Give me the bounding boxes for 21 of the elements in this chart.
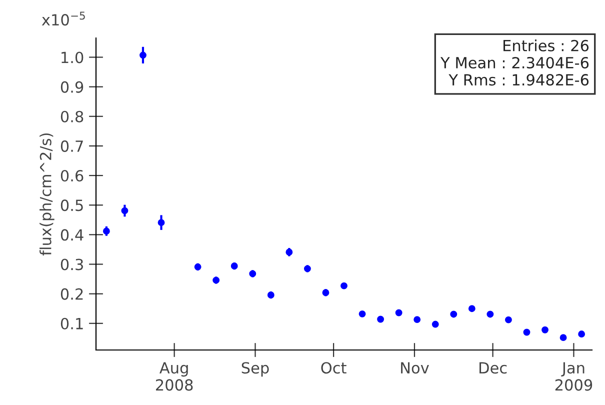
y-tick-label: 0.7 bbox=[60, 140, 83, 152]
x-tick-label: Sep bbox=[242, 362, 269, 377]
y-tick-label: 0.4 bbox=[60, 229, 84, 241]
y-tick-label: 0.2 bbox=[60, 288, 83, 300]
y-tick-label: 0.1 bbox=[60, 318, 83, 330]
x-tick-label: Aug 2008 bbox=[156, 362, 193, 391]
y-tick-label: 0.8 bbox=[60, 110, 84, 122]
x-tick-label: Dec bbox=[480, 362, 507, 374]
y-axis-title: flux(ph/cm^2/s) bbox=[40, 133, 54, 256]
y-tick-label: 0.6 bbox=[60, 170, 84, 182]
y-tick-label: 0.9 bbox=[60, 81, 84, 93]
x-tick-label: Jan 2009 bbox=[555, 362, 592, 391]
y-tick-label: 0.5 bbox=[60, 200, 83, 212]
x-tick-label: Nov bbox=[401, 362, 429, 374]
annotation: Y Mean : 2.3404E-6 bbox=[440, 56, 589, 68]
y-tick-label: 1.0 bbox=[62, 52, 84, 64]
annotation: Y Rms : 1.9482E-6 bbox=[448, 74, 589, 86]
x-tick-label: Oct bbox=[321, 362, 346, 374]
y-tick-label: 0.3 bbox=[60, 258, 83, 270]
text: x10$^{−5}$ bbox=[42, 12, 85, 26]
annotation: Entries : 26 bbox=[504, 40, 589, 52]
